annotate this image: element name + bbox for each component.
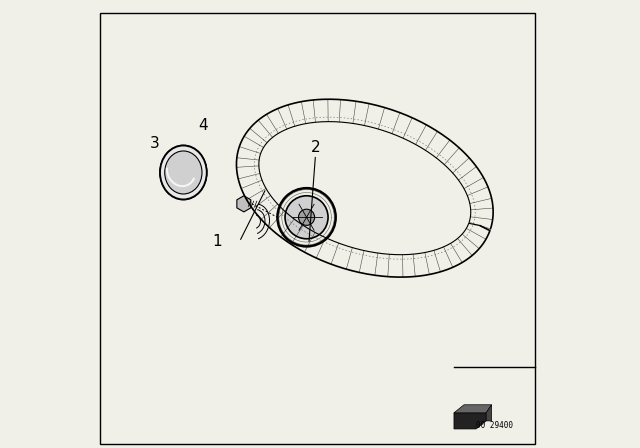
Text: 3: 3 [149,136,159,151]
Circle shape [285,196,328,239]
Ellipse shape [164,151,202,194]
Circle shape [298,209,315,225]
Text: 2: 2 [310,140,321,155]
Polygon shape [454,413,486,429]
Polygon shape [486,405,492,421]
Text: 4: 4 [198,118,209,133]
Ellipse shape [160,146,207,199]
Polygon shape [454,405,492,413]
Polygon shape [237,196,251,212]
Text: 00 29400: 00 29400 [476,421,513,430]
Text: 1: 1 [212,234,221,250]
